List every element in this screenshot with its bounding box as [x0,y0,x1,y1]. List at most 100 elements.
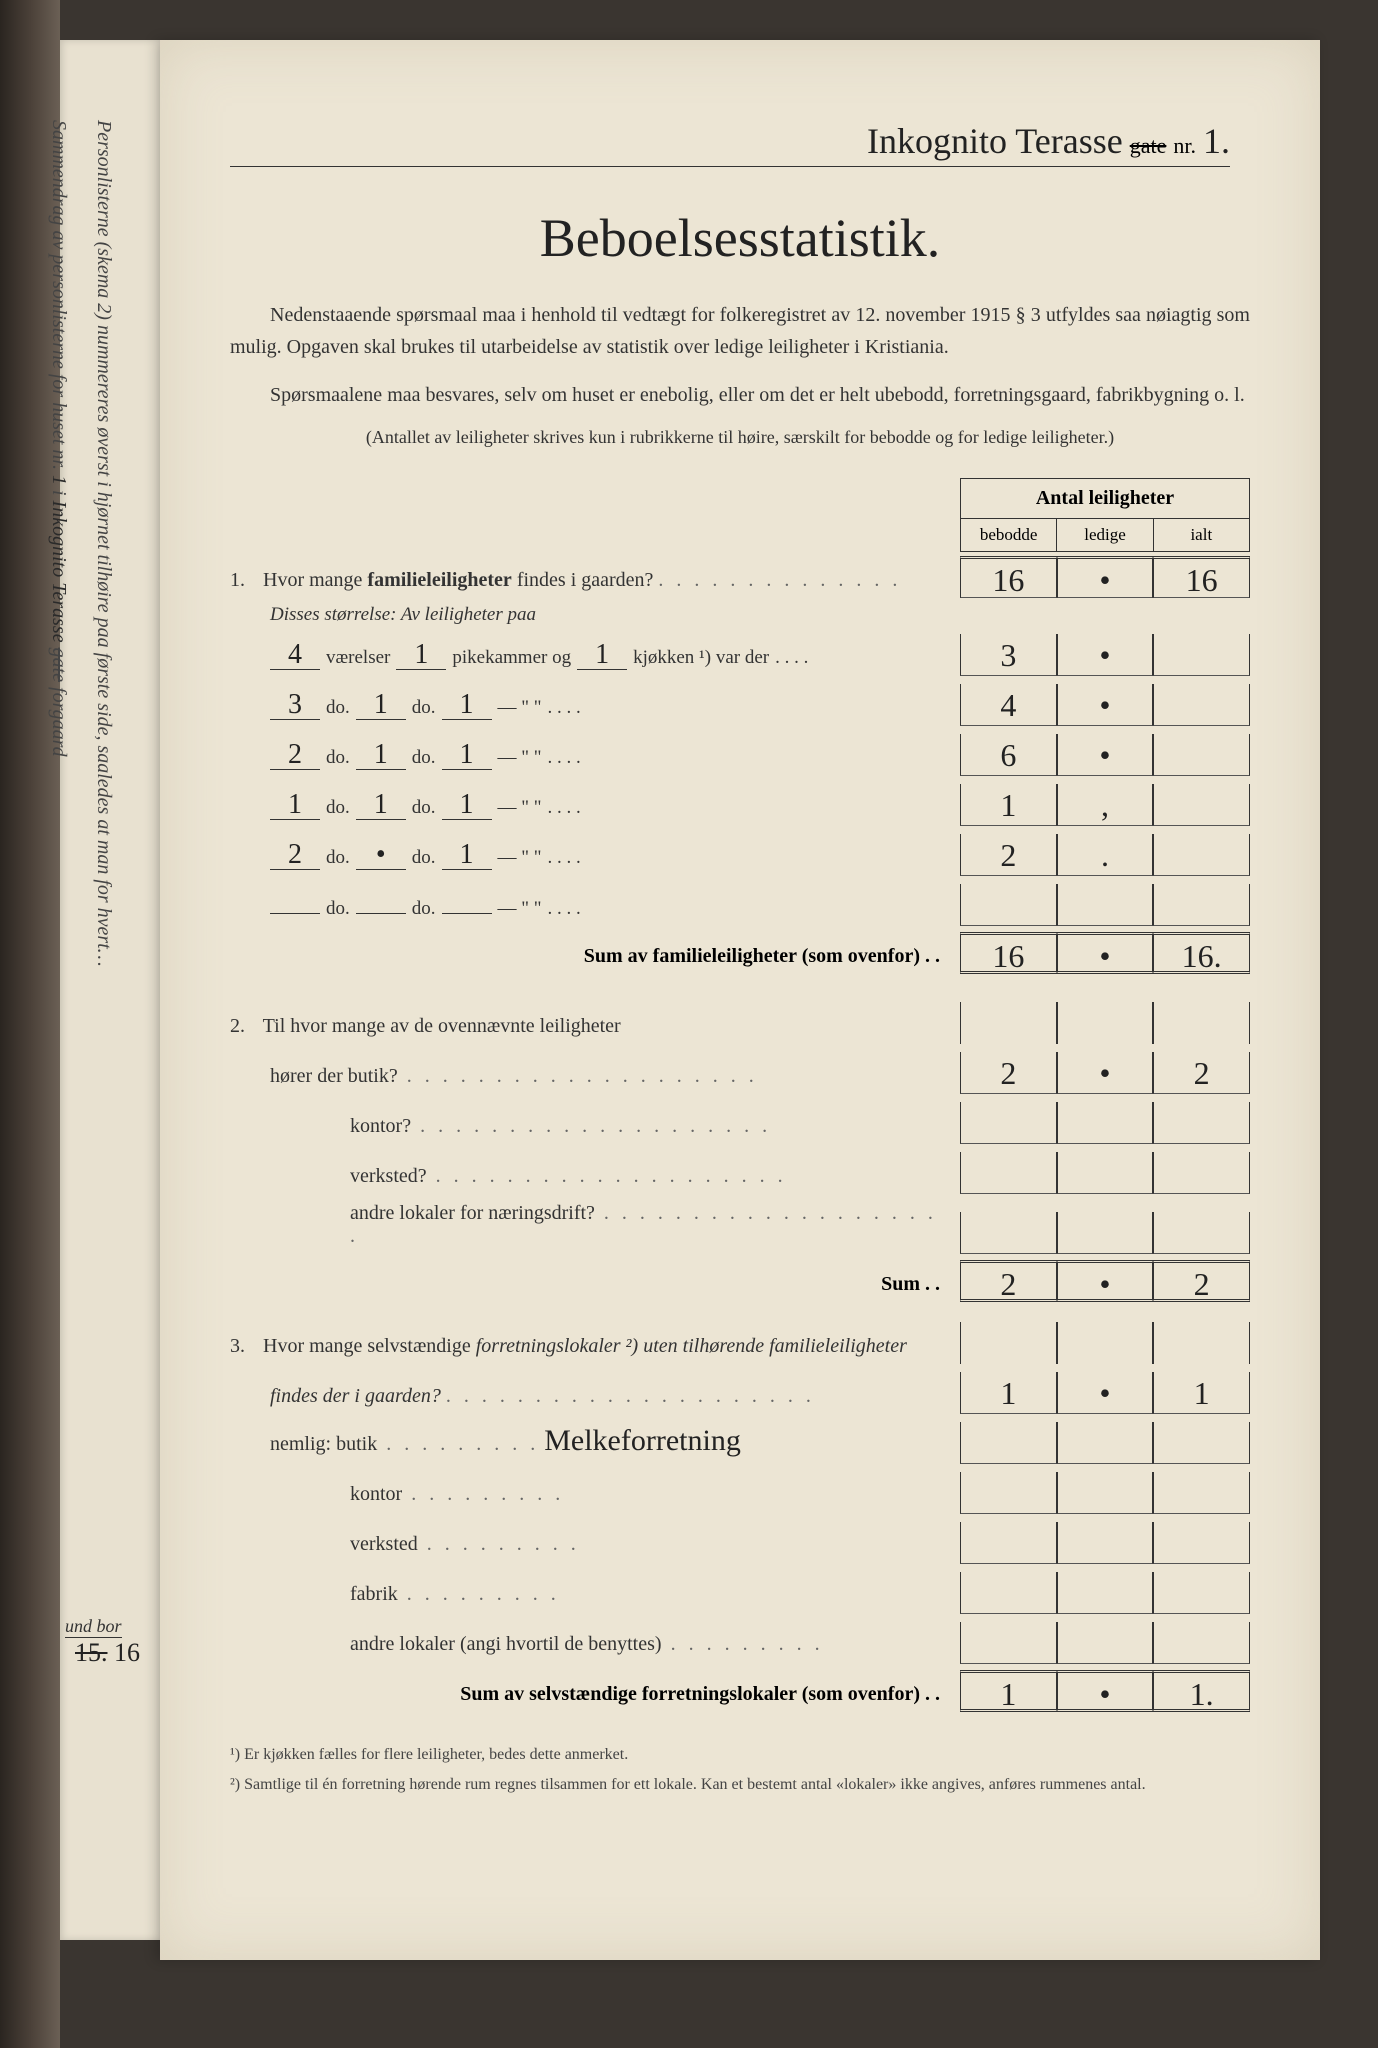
size-text: 4 værelser 1 pikekammer og 1 kjøkken ¹) … [270,641,960,676]
q3-text-d: findes der i gaarden? [270,1385,441,1407]
address-line: Inkognito Terasse gate nr. 1. [230,120,1230,167]
gap [230,1302,1250,1314]
cell [1153,1002,1250,1044]
cell-ialt [1153,634,1250,676]
col-bebodde: bebodde [961,519,1057,551]
table-header: Antal leiligheter bebodde ledige ialt [960,478,1250,552]
q2-text: Til hvor mange av de ovennævnte leilighe… [263,1015,621,1037]
blank-kjokken: 1 [442,741,492,770]
cell-beb [960,1212,1057,1254]
q3-text-a: Hvor mange selvstændige [263,1335,476,1357]
w2: do. [412,847,436,869]
cells [960,1622,1250,1664]
cell-led [1057,1622,1154,1664]
margin-street: Inkognito Terasse [48,501,70,643]
q3-sum-beb: 1 [960,1670,1057,1712]
cell-ialt [1153,884,1250,926]
cells [960,1572,1250,1614]
cell [960,1322,1057,1364]
cell-led: . [1057,834,1154,876]
blank-vaerelser [270,913,320,914]
cell [960,1002,1057,1044]
q2-sub-row: andre lokaler for næringsdrift? . . . . … [230,1202,1250,1254]
cell-beb [960,1572,1057,1614]
q3-sub-label: nemlig: butik . . . . . . . . . Melkefor… [230,1424,960,1464]
q3-sub-label: kontor . . . . . . . . . [230,1474,960,1514]
w1: værelser [326,647,390,669]
w2: do. [412,697,436,719]
w3: — " " [498,697,542,719]
q3-label1: 3. Hvor mange selvstændige forretningslo… [230,1335,960,1364]
address-gate-struck: gate [1130,133,1167,158]
cell-beb [960,1522,1057,1564]
q3-sub-row: andre lokaler (angi hvortil de benyttes)… [230,1622,1250,1664]
q2-sub-label: hører der butik? . . . . . . . . . . . .… [230,1065,960,1094]
q1-text-a: Hvor mange [263,569,367,591]
q1-ledige: • [1057,556,1154,598]
q1-sum-label: Sum av familieleiligheter (som ovenfor) … [230,945,960,974]
q1-text-b: familieleiligheter [367,569,511,591]
und-num-val: 16 [114,1638,140,1667]
cell-ialt [1153,1212,1250,1254]
blank-vaerelser: 4 [270,641,320,670]
cell-beb [960,884,1057,926]
cell-ialt [1153,834,1250,876]
dots: . . . . [548,898,581,920]
q2-head: 2. Til hvor mange av de ovennævnte leili… [230,1002,1250,1044]
blank-kjokken [442,913,492,914]
w1: do. [326,797,350,819]
w2: pikekammer og [452,647,571,669]
w1: do. [326,747,350,769]
cell-led: • [1057,634,1154,676]
cell-ialt [1153,1102,1250,1144]
cells [960,1472,1250,1514]
cells: 4 • [960,684,1250,726]
q1-text-c: findes i gaarden? [517,569,654,591]
q3-sub-label: verksted . . . . . . . . . [230,1524,960,1564]
cells [960,1102,1250,1144]
dots: . . . . . . . . . . . . . . . . . . . . [350,1202,937,1247]
cell-ialt: 2 [1153,1052,1250,1094]
w3: — " " [498,747,542,769]
dots: . . . . [548,797,581,819]
q1-num: 1. [230,569,258,592]
q1-sum-ialt: 16. [1153,932,1250,974]
margin-und-bor: und bor [65,1616,122,1638]
cells [960,1152,1250,1194]
gap [230,974,1250,994]
w2: do. [412,898,436,920]
q3-sum-ialt: 1. [1153,1670,1250,1712]
w1: do. [326,697,350,719]
page-title: Beboelsesstatistik. [230,207,1250,269]
intro-paragraph-1: Nedenstaaende spørsmaal maa i henhold ti… [230,299,1250,363]
cell-led [1057,1572,1154,1614]
q2-sum-led: • [1057,1260,1154,1302]
cell-ialt [1153,1472,1250,1514]
q3-text-b: forretningslokaler ²) [476,1335,638,1357]
margin-nr: 1 [48,475,70,485]
q1-label: 1. Hvor mange familieleiligheter findes … [230,569,960,598]
w2: do. [412,797,436,819]
q3-num: 3. [230,1335,258,1358]
blank-vaerelser: 3 [270,691,320,720]
cell [1057,1322,1154,1364]
margin-line1-suffix: forgaard [48,687,70,757]
blank-pike: 1 [356,691,406,720]
cell-led: • [1057,684,1154,726]
q2-sum-row: Sum . . 2 • 2 [230,1260,1250,1302]
sizes-intro-text: Av leiligheter paa [401,604,536,625]
q2-sum-ialt: 2 [1153,1260,1250,1302]
q2-rows: hører der butik? . . . . . . . . . . . .… [230,1052,1250,1254]
blank-vaerelser: 2 [270,841,320,870]
q3-head2: findes der i gaarden? . . . . . . . . . … [230,1372,1250,1414]
cell-beb: 1 [960,784,1057,826]
cell-ialt [1153,684,1250,726]
q1-size-row: 2 do. 1 do. 1 — " " . . . . 6 • [270,734,1250,776]
q3-label2: findes der i gaarden? . . . . . . . . . … [230,1385,960,1414]
dots: . . . . . . . . . [418,1533,580,1555]
q2-sub-row: kontor? . . . . . . . . . . . . . . . . … [230,1102,1250,1144]
cells [960,1522,1250,1564]
intro-note: (Antallet av leiligheter skrives kun i r… [230,427,1250,448]
cell-ialt [1153,1152,1250,1194]
q1-sizes-intro: Disses størrelse: Av leiligheter paa [270,604,1250,626]
